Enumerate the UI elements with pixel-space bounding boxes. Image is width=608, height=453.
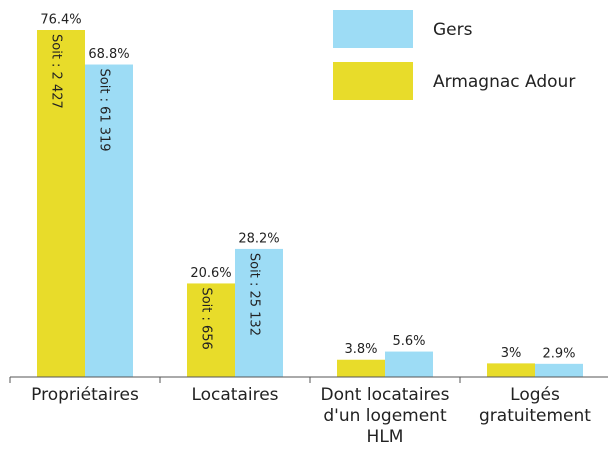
- bar-annotation: Soit : 61 319: [97, 69, 112, 152]
- bar: [535, 363, 583, 377]
- x-tick-label: Dont locataires: [321, 385, 450, 405]
- bar-annotation: Soit : 25 132: [247, 253, 262, 336]
- bar: [85, 64, 133, 378]
- bar: [187, 283, 235, 377]
- value-label: 3.8%: [344, 342, 377, 357]
- legend-label: Gers: [433, 20, 473, 40]
- value-label: 76.4%: [40, 13, 81, 28]
- bar-annotation: Soit : 656: [199, 287, 214, 349]
- value-label: 20.6%: [190, 266, 231, 281]
- bar: [37, 30, 85, 377]
- legend-swatch: [333, 10, 413, 48]
- x-tick-label: Propriétaires: [31, 385, 139, 405]
- value-label: 3%: [501, 346, 522, 361]
- value-label: 28.2%: [238, 231, 279, 246]
- x-tick-label: d'un logement: [323, 406, 447, 426]
- x-tick-label: Locataires: [191, 385, 278, 405]
- bar: [235, 248, 283, 377]
- bar-annotation: Soit : 2 427: [49, 34, 64, 109]
- bar: [337, 359, 385, 377]
- x-tick-label: HLM: [367, 427, 404, 447]
- value-label: 68.8%: [88, 47, 129, 62]
- legend-swatch: [333, 62, 413, 100]
- x-tick-label: Logés: [510, 385, 560, 405]
- bar: [385, 351, 433, 377]
- value-label: 5.6%: [392, 334, 425, 349]
- bar: [487, 363, 535, 377]
- value-label: 2.9%: [542, 346, 575, 361]
- x-tick-label: gratuitement: [479, 406, 591, 426]
- legend-label: Armagnac Adour: [433, 72, 575, 92]
